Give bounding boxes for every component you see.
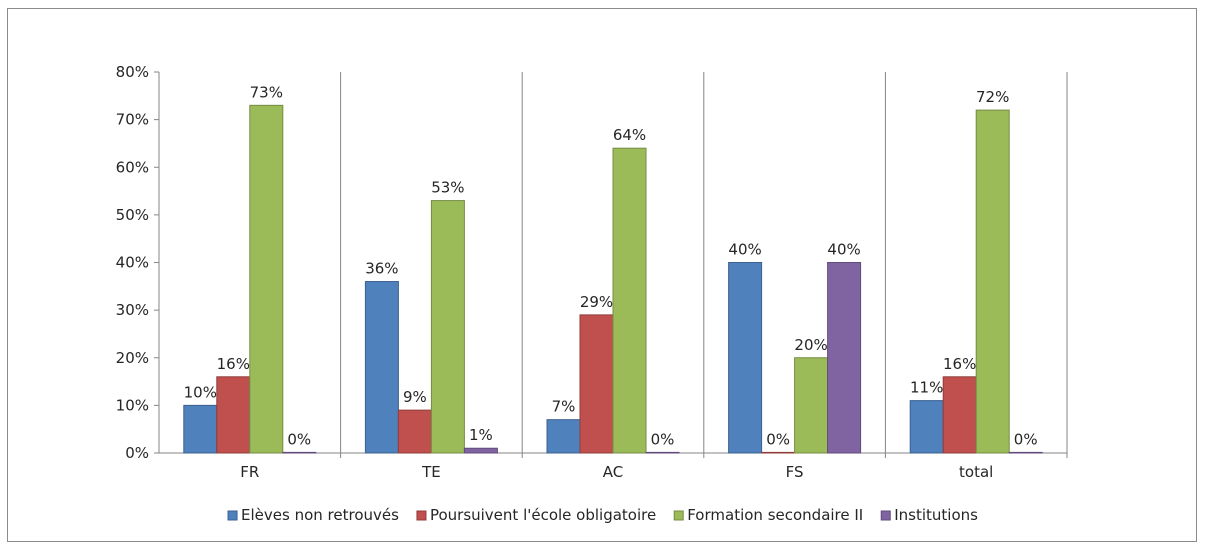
bars bbox=[183, 104, 1043, 454]
bar bbox=[794, 357, 829, 454]
legend-swatch bbox=[227, 510, 238, 521]
legend-swatch bbox=[880, 510, 891, 521]
y-tick-label: 10% bbox=[116, 396, 149, 414]
data-label: 36% bbox=[365, 260, 398, 278]
data-label: 0% bbox=[1014, 430, 1038, 448]
bar bbox=[909, 400, 944, 454]
data-label: 20% bbox=[794, 336, 827, 354]
data-label: 29% bbox=[580, 293, 613, 311]
bar bbox=[430, 200, 465, 454]
data-label: 9% bbox=[403, 388, 427, 406]
bar bbox=[728, 262, 763, 454]
y-tick-label: 40% bbox=[116, 254, 149, 272]
data-label: 40% bbox=[728, 241, 761, 259]
data-labels: 10%16%73%0%36%9%53%1%7%29%64%0%40%0%20%4… bbox=[184, 83, 1038, 448]
bar bbox=[975, 109, 1010, 454]
data-label: 7% bbox=[552, 398, 576, 416]
bar bbox=[282, 451, 317, 454]
bar bbox=[645, 451, 680, 454]
x-tick-label: AC bbox=[603, 463, 623, 481]
data-label: 16% bbox=[943, 355, 976, 373]
data-label: 16% bbox=[217, 355, 250, 373]
bar bbox=[761, 451, 796, 454]
legend-label: Elèves non retrouvés bbox=[241, 506, 399, 524]
y-tick-label: 60% bbox=[116, 158, 149, 176]
y-tick-label: 70% bbox=[116, 111, 149, 129]
y-tick-label: 50% bbox=[116, 206, 149, 224]
bar bbox=[942, 376, 977, 454]
data-label: 73% bbox=[250, 83, 283, 101]
legend-swatch bbox=[416, 510, 427, 521]
x-tick-label: total bbox=[959, 463, 993, 481]
axes: 0% 10% 20% 30% 40% 50% 60% 70% 80% FR TE AC FS total bbox=[116, 63, 1068, 481]
y-tick-label: 30% bbox=[116, 301, 149, 319]
data-label: 11% bbox=[910, 379, 943, 397]
legend-label: Formation secondaire II bbox=[687, 506, 863, 524]
legend: Elèves non retrouvés Poursuivent l'école … bbox=[227, 506, 978, 524]
x-tick-label: FS bbox=[786, 463, 804, 481]
bar bbox=[463, 447, 498, 454]
legend-label: Institutions bbox=[894, 506, 978, 524]
data-label: 40% bbox=[827, 241, 860, 259]
bar bbox=[216, 376, 251, 454]
x-tick-label: TE bbox=[421, 463, 441, 481]
bar bbox=[579, 314, 614, 454]
bar bbox=[183, 404, 218, 454]
x-tick-label: FR bbox=[240, 463, 259, 481]
bar bbox=[397, 409, 432, 454]
bar bbox=[546, 419, 581, 454]
data-label: 0% bbox=[651, 430, 675, 448]
data-label: 10% bbox=[184, 383, 217, 401]
data-label: 53% bbox=[431, 179, 464, 197]
data-label: 0% bbox=[766, 430, 790, 448]
bar bbox=[249, 104, 284, 454]
bar bbox=[364, 281, 399, 454]
data-label: 0% bbox=[287, 430, 311, 448]
bar bbox=[612, 147, 647, 454]
bar bbox=[1008, 451, 1043, 454]
y-tick-label: 80% bbox=[116, 63, 149, 81]
data-label: 72% bbox=[976, 88, 1009, 106]
y-tick-label: 20% bbox=[116, 349, 149, 367]
data-label: 64% bbox=[613, 126, 646, 144]
bar bbox=[827, 262, 862, 454]
legend-label: Poursuivent l'école obligatoire bbox=[430, 506, 656, 524]
y-tick-label: 0% bbox=[125, 444, 149, 462]
legend-swatch bbox=[673, 510, 684, 521]
data-label: 1% bbox=[469, 426, 493, 444]
